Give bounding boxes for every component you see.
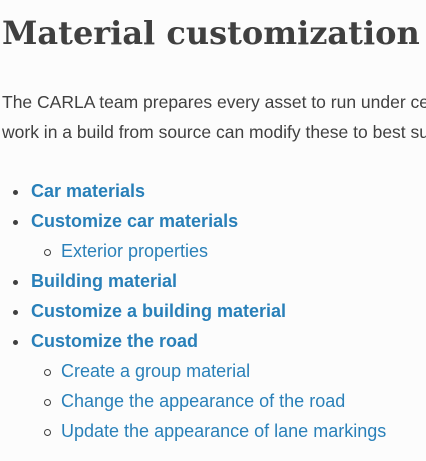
toc-subitem-update-lane-markings: Update the appearance of lane markings (0, 416, 426, 446)
toc-subitem-exterior-properties: Exterior properties (0, 236, 426, 266)
page-title: Material customization (2, 14, 420, 52)
toc-link-customize-car-materials[interactable]: Customize car materials (31, 211, 239, 231)
toc-item-customize-road: Customize the road (0, 326, 426, 356)
table-of-contents: Car materials Customize car materials Ex… (0, 176, 426, 446)
intro-line-1: The CARLA team prepares every asset to r… (2, 92, 426, 112)
toc-item-customize-building-material: Customize a building material (0, 296, 426, 326)
toc-item-building-material: Building material (0, 266, 426, 296)
toc-item-customize-car-materials: Customize car materials (0, 206, 426, 236)
toc-link-update-lane-markings[interactable]: Update the appearance of lane markings (61, 421, 387, 441)
intro-line-2: work in a build from source can modify t… (2, 122, 426, 142)
toc-subitem-create-group-material: Create a group material (0, 356, 426, 386)
toc-link-exterior-properties[interactable]: Exterior properties (61, 241, 209, 261)
toc-link-customize-building-material[interactable]: Customize a building material (31, 301, 287, 321)
toc-link-change-road-appearance[interactable]: Change the appearance of the road (61, 391, 346, 411)
toc-link-car-materials[interactable]: Car materials (31, 181, 146, 201)
intro-paragraph: The CARLA team prepares every asset to r… (2, 87, 426, 147)
toc-item-car-materials: Car materials (0, 176, 426, 206)
toc-subitem-change-road-appearance: Change the appearance of the road (0, 386, 426, 416)
toc-link-building-material[interactable]: Building material (31, 271, 178, 291)
toc-link-customize-road[interactable]: Customize the road (31, 331, 199, 351)
toc-link-create-group-material[interactable]: Create a group material (61, 361, 251, 381)
